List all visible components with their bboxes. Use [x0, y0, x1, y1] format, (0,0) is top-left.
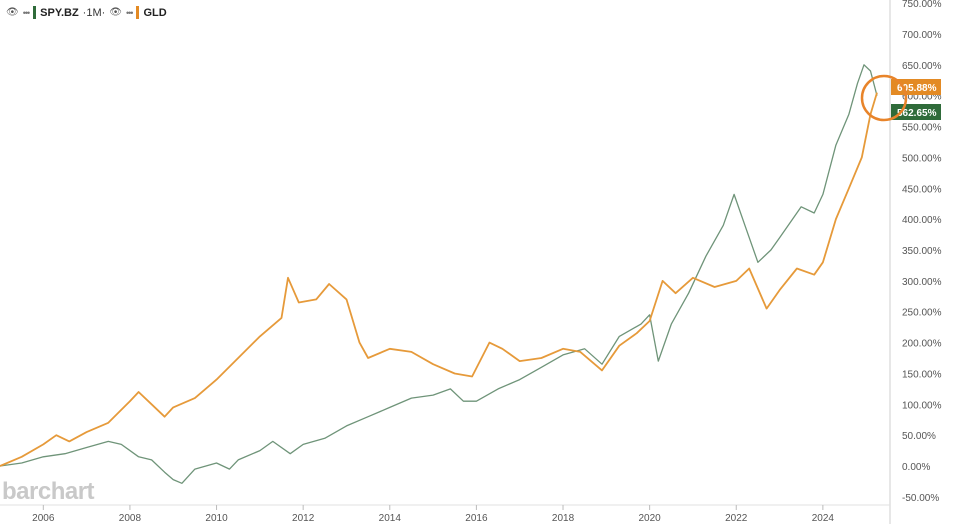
x-tick-label: 2010 [205, 513, 228, 524]
barchart-logo: barchart [2, 478, 95, 505]
y-tick-label: 550.00% [902, 123, 942, 134]
gld-legend-swatch [136, 6, 140, 19]
more-options-icon[interactable]: ••• [22, 7, 31, 18]
spy-series-line [0, 64, 878, 484]
spy-legend-label[interactable]: SPY.BZ [40, 6, 79, 19]
spy-interval-label[interactable]: ·1M· [82, 6, 106, 19]
y-tick-label: 150.00% [902, 369, 942, 380]
x-tick-label: 2014 [379, 513, 402, 524]
y-tick-label: 500.00% [902, 153, 942, 164]
x-tick-label: 2008 [119, 513, 142, 524]
y-tick-label: 400.00% [902, 215, 942, 226]
eye-icon[interactable]: 👁 [109, 7, 122, 18]
gld-last-value-badge [891, 79, 941, 95]
spy-last-value-text: 562.65% [897, 108, 937, 119]
x-tick-label: 2022 [725, 513, 748, 524]
y-tick-label: 450.00% [902, 184, 942, 195]
more-options-icon[interactable]: ••• [126, 7, 134, 18]
y-tick-label: 300.00% [902, 277, 942, 288]
y-tick-label: 350.00% [902, 246, 942, 257]
y-tick-label: 700.00% [902, 30, 942, 41]
y-tick-label: -50.00% [902, 493, 939, 504]
spy-legend-swatch [33, 6, 37, 19]
y-tick-label: 650.00% [902, 61, 942, 72]
highlight-circle [860, 74, 908, 122]
y-tick-label: 50.00% [902, 431, 936, 442]
gld-legend-label[interactable]: GLD [143, 6, 167, 19]
y-tick-label: 600.00% [902, 92, 942, 103]
x-tick-label: 2012 [292, 513, 315, 524]
gld-series-line [0, 92, 878, 467]
y-tick-label: 100.00% [902, 400, 942, 411]
x-tick-label: 2020 [639, 513, 662, 524]
y-tick-label: 250.00% [902, 308, 942, 319]
y-tick-label: 0.00% [902, 462, 930, 473]
x-tick-label: 2016 [465, 513, 488, 524]
x-tick-label: 2018 [552, 513, 575, 524]
legend: 👁 ••• SPY.BZ ·1M· 👁 ••• GLD [6, 6, 167, 19]
x-tick-label: 2006 [32, 513, 55, 524]
y-tick-label: 200.00% [902, 339, 942, 350]
eye-icon[interactable]: 👁 [6, 7, 19, 18]
y-tick-label: 750.00% [902, 0, 942, 10]
gld-last-value-text: 605.88% [897, 83, 937, 94]
x-tick-label: 2024 [812, 513, 835, 524]
